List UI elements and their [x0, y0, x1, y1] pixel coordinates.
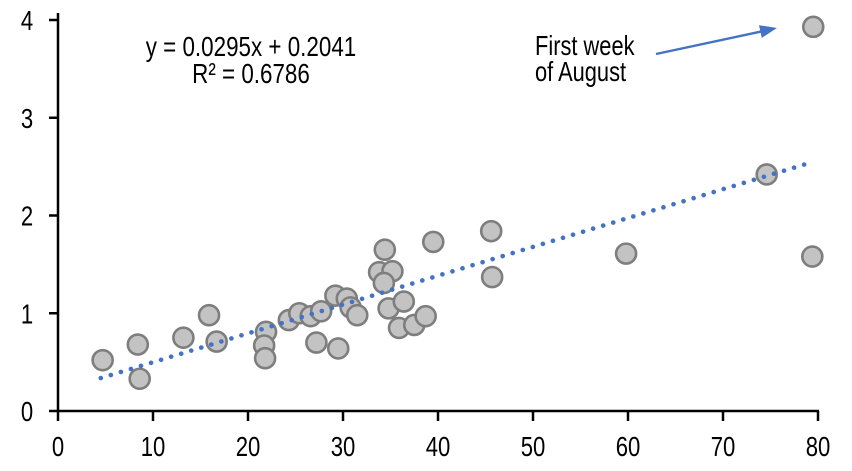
data-point [345, 303, 369, 327]
r-squared-line: R² = 0.6786 [192, 57, 310, 89]
y-tick-label: 3 [21, 103, 33, 134]
data-point [126, 333, 150, 356]
y-tick-label: 0 [21, 396, 33, 427]
annotation-first-week: First week of August [535, 30, 635, 87]
data-point [479, 219, 503, 243]
y-tick-label: 2 [21, 201, 33, 232]
data-point [414, 304, 437, 328]
x-tick-label: 60 [616, 431, 641, 462]
data-point [305, 331, 328, 354]
x-tick-label: 10 [141, 431, 166, 462]
x-tick-label: 0 [52, 431, 64, 462]
annotation-arrow-line [655, 30, 762, 56]
data-point [373, 238, 397, 262]
data-point [801, 15, 825, 39]
data-point [172, 326, 195, 349]
x-tick-label: 70 [711, 431, 736, 462]
data-point [800, 245, 824, 268]
data-point [128, 367, 151, 391]
data-point [326, 337, 350, 360]
x-tick-label: 20 [236, 431, 261, 462]
data-point [197, 303, 221, 327]
y-tick-label: 1 [21, 298, 33, 329]
annotation-arrow-head [759, 25, 777, 38]
y-tick-label: 4 [21, 5, 33, 36]
data-point [755, 163, 779, 186]
data-point [480, 265, 504, 289]
data-point [91, 348, 114, 372]
x-tick-label: 50 [521, 431, 546, 462]
data-point [392, 290, 416, 313]
annotation-line-1: First week [535, 30, 635, 61]
data-point [614, 242, 638, 265]
x-tick-label: 30 [331, 431, 356, 462]
annotation-line-2: of August [535, 55, 627, 87]
trendline-equation: y = 0.0295x + 0.2041 R² = 0.6786 [105, 31, 398, 89]
x-tick-label: 80 [806, 431, 831, 462]
trendline [98, 159, 816, 381]
equation-line: y = 0.0295x + 0.2041 [145, 31, 357, 62]
data-point [421, 230, 445, 254]
x-tick-label: 40 [426, 431, 451, 462]
data-point [253, 346, 277, 370]
